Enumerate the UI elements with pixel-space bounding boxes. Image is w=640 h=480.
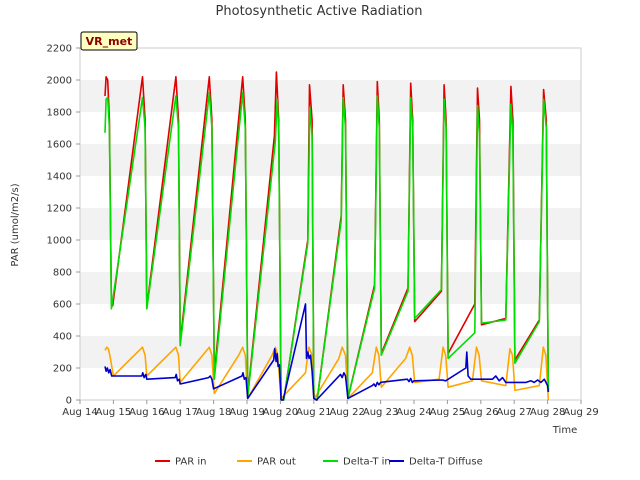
y-tick-label: 800	[53, 268, 72, 279]
legend-item: PAR in	[155, 457, 206, 468]
series-line-delta-t-diffuse	[104, 303, 550, 401]
axes-layer: 0 200 400 600 800 1000 1200 1400 1600 1800 2000 220…	[47, 44, 599, 419]
grid-band	[80, 208, 581, 240]
y-tick-label: 1400	[47, 172, 72, 183]
x-tick-label: Aug 29	[563, 407, 598, 418]
grid-band	[80, 144, 581, 176]
legend-item: Delta-T in	[323, 457, 391, 468]
y-tick-label: 0	[66, 396, 72, 407]
grid-band	[80, 48, 581, 80]
badge-box	[80, 31, 138, 51]
legend-label: Delta-T Diffuse	[409, 457, 483, 468]
badge-label: VR_met	[86, 35, 133, 48]
y-tick-label: 2000	[47, 76, 72, 87]
y-tick-label: 1200	[47, 204, 72, 215]
x-tick-label: Aug 21	[296, 407, 331, 418]
grid-band	[80, 80, 581, 112]
badge: VR_met	[80, 31, 138, 51]
grid-band	[80, 336, 581, 368]
y-tick-label: 1600	[47, 140, 72, 151]
y-tick-label: 1000	[47, 236, 72, 247]
x-tick-label: Aug 23	[363, 407, 398, 418]
series-line-par-out	[104, 346, 550, 401]
y-tick-label: 600	[53, 300, 72, 311]
y-tick-label: 200	[53, 364, 72, 375]
x-tick-label: Aug 15	[96, 407, 131, 418]
x-tick-label: Aug 25	[430, 407, 465, 418]
x-tick-label: Aug 27	[496, 407, 531, 418]
y-axis-label: PAR (umol/m2/s)	[10, 183, 21, 266]
legend-label: Delta-T in	[343, 457, 391, 468]
chart-title: Photosynthetic Active Radiation	[216, 4, 423, 19]
legend-label: PAR in	[175, 457, 206, 468]
y-tick-label: 2200	[47, 44, 72, 55]
x-tick-label: Aug 24	[396, 407, 431, 418]
legend: PAR in PAR out Delta-T in Delta-T Diffuse	[155, 457, 483, 468]
x-tick-label: Aug 28	[530, 407, 565, 418]
legend-item: Delta-T Diffuse	[389, 457, 483, 468]
x-tick-label: Aug 26	[463, 407, 498, 418]
legend-label: PAR out	[257, 457, 296, 468]
x-tick-label: Aug 14	[62, 407, 97, 418]
x-tick-label: Aug 18	[196, 407, 231, 418]
grid-bands	[80, 48, 581, 400]
x-tick-label: Aug 20	[263, 407, 298, 418]
legend-item: PAR out	[237, 457, 296, 468]
series-layer	[104, 71, 550, 401]
grid-band	[80, 176, 581, 208]
grid-band	[80, 112, 581, 144]
grid-band	[80, 240, 581, 272]
plot-area-frame	[79, 47, 582, 401]
x-tick-label: Aug 22	[329, 407, 364, 418]
y-tick-label: 400	[53, 332, 72, 343]
x-axis-label: Time	[552, 425, 577, 436]
series-line-delta-t-in	[104, 92, 550, 401]
x-tick-label: Aug 17	[162, 407, 197, 418]
x-tick-label: Aug 19	[229, 407, 264, 418]
y-tick-label: 1800	[47, 108, 72, 119]
x-tick-label: Aug 16	[129, 407, 164, 418]
